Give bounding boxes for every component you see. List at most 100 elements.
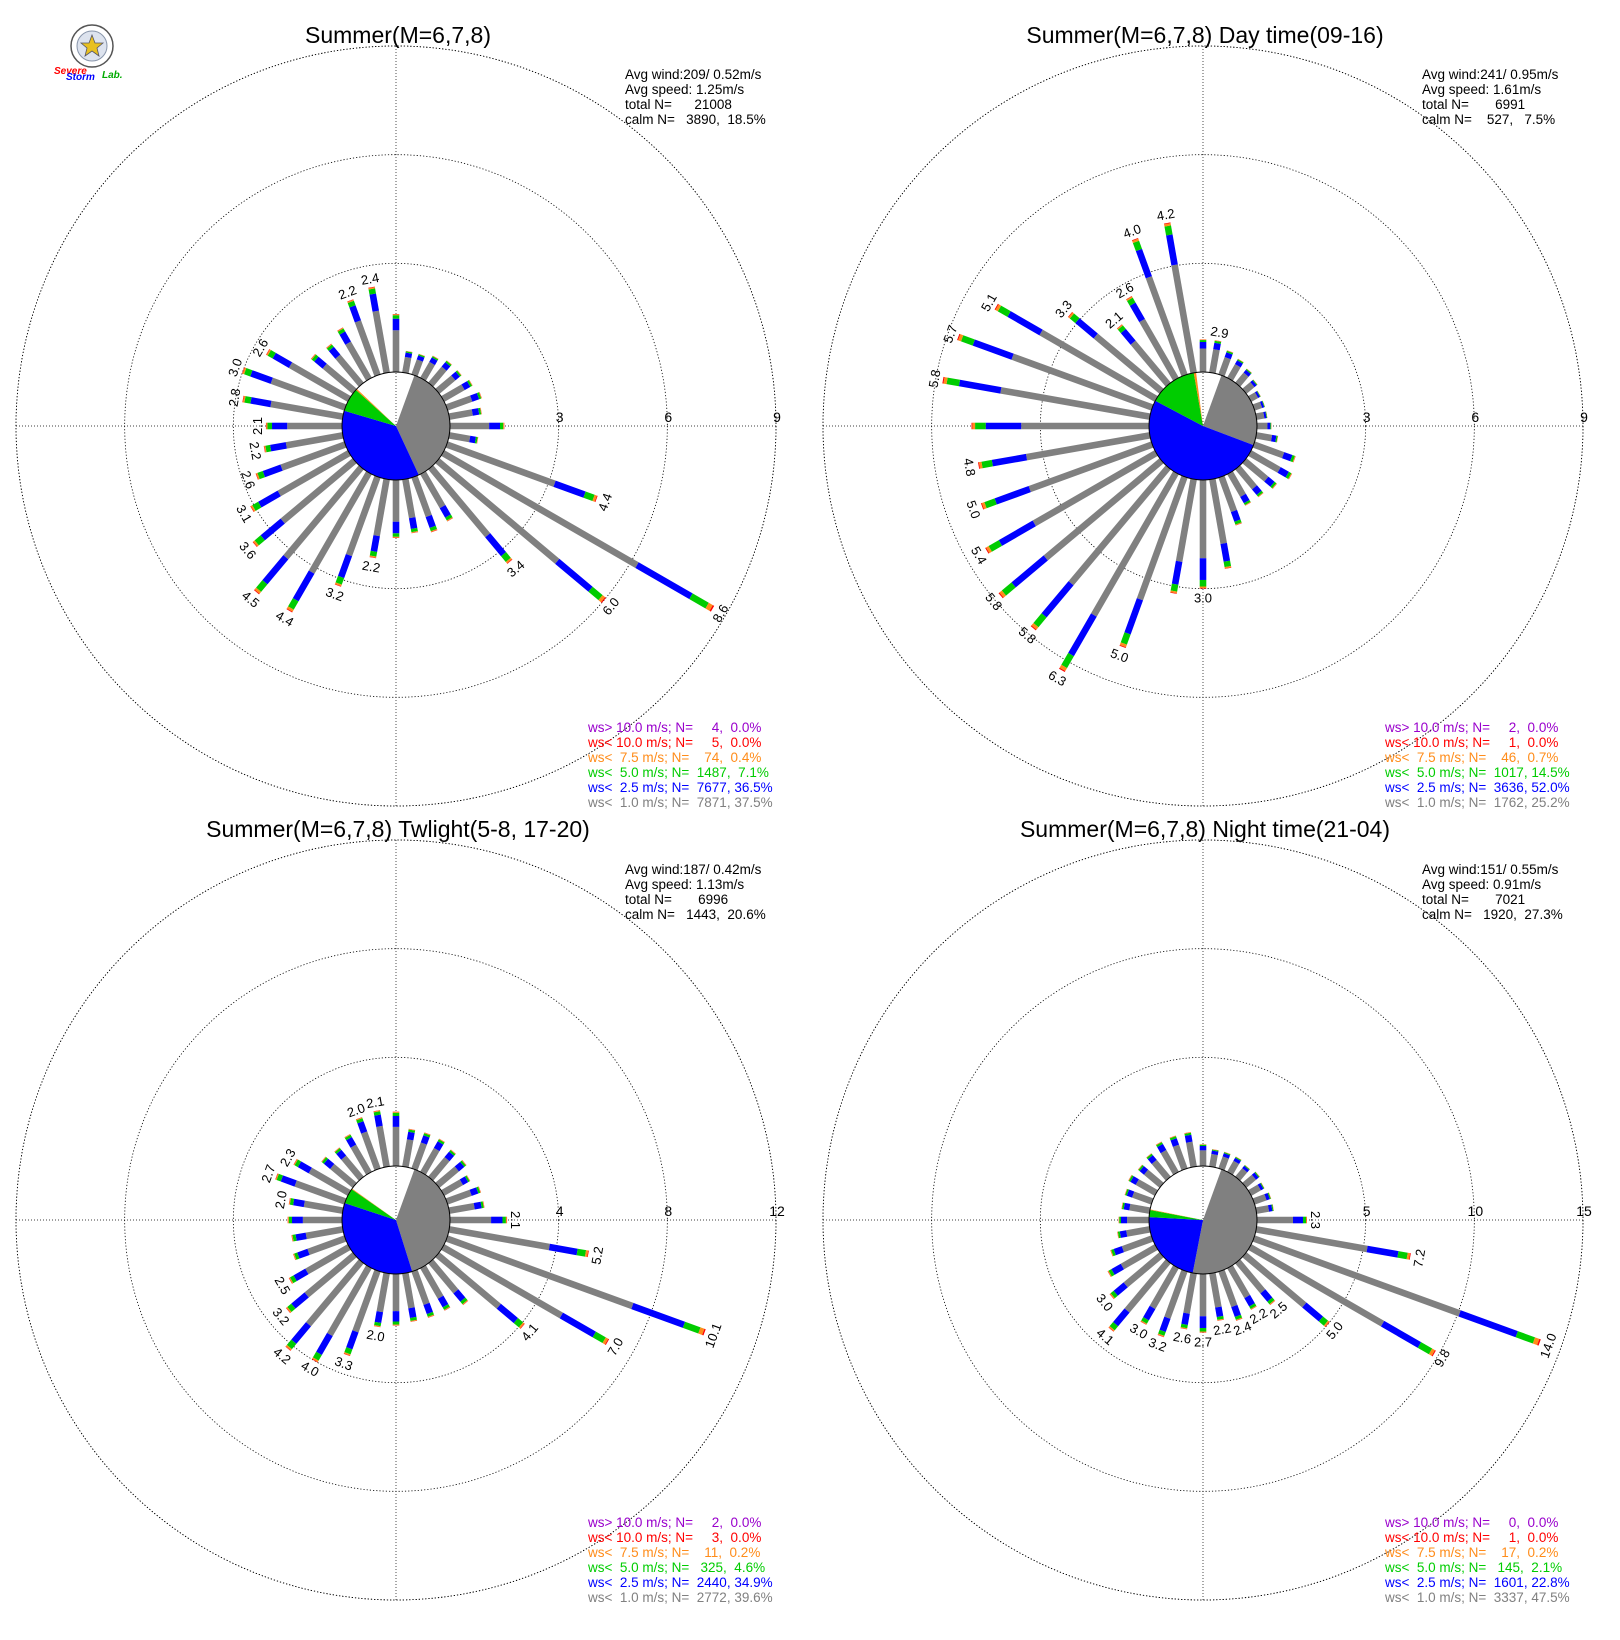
bar-label: 14.0 <box>1537 1331 1560 1360</box>
bar-segment <box>1117 324 1123 330</box>
bar-segment <box>280 1175 297 1187</box>
bar-segment <box>1126 1189 1135 1198</box>
bar-segment <box>1260 1289 1273 1302</box>
bar-segment <box>1236 1318 1243 1321</box>
bar-segment <box>444 1307 451 1311</box>
bar-segment <box>1108 1269 1115 1277</box>
bar-segment <box>1248 1184 1261 1196</box>
bar-segment <box>1126 296 1133 301</box>
bar-segment <box>392 1274 400 1312</box>
bar-segment <box>477 437 479 444</box>
bar-segment <box>1125 1188 1129 1196</box>
bar-segment <box>280 441 347 471</box>
bar-segment <box>308 1167 351 1196</box>
bar-segment <box>1132 240 1143 252</box>
bar-segment <box>559 1312 596 1338</box>
bar-segment <box>485 533 507 557</box>
bar-segment <box>418 354 425 358</box>
bar-segment <box>1132 238 1140 243</box>
bar-segment <box>370 535 380 552</box>
calm-pie-slice <box>1193 372 1203 426</box>
bar-segment <box>291 1322 312 1344</box>
bar-segment <box>1059 664 1068 672</box>
bar-segment <box>1244 1294 1255 1307</box>
bar-segment <box>272 422 288 430</box>
bar-segment <box>1254 391 1261 398</box>
bar-segment <box>293 1198 305 1208</box>
bar-segment <box>456 370 462 376</box>
bar-segment <box>303 1200 344 1214</box>
bar-segment <box>1129 302 1145 323</box>
bar-segment <box>429 525 437 532</box>
bar-segment <box>424 1132 431 1136</box>
bar-segment <box>430 528 438 533</box>
bar-segment <box>252 501 262 511</box>
bar-segment <box>408 1128 416 1131</box>
ring-label: 6 <box>1471 409 1479 425</box>
bar-segment <box>374 1321 382 1327</box>
legend-entry: ws< 5.0 m/s; N= 1017, 14.5% <box>1384 765 1570 780</box>
bar-segment <box>1226 350 1234 354</box>
bar-segment <box>1183 1272 1197 1314</box>
chart-title: Summer(M=6,7,8) <box>305 22 491 48</box>
bar-segment <box>374 1311 384 1323</box>
ring-label: 3 <box>556 409 564 425</box>
bar-segment <box>460 1297 468 1305</box>
bar-segment <box>988 540 1003 552</box>
bar-segment <box>1257 422 1268 430</box>
bar-segment <box>471 408 480 416</box>
bar-segment <box>1245 368 1252 374</box>
bar-segment <box>297 1248 310 1259</box>
bar-segment <box>416 355 425 362</box>
legend-entry: ws< 5.0 m/s; N= 1487, 7.1% <box>587 765 769 780</box>
bar-segment <box>441 1244 563 1319</box>
bar-segment <box>441 384 465 402</box>
bar-segment <box>1235 372 1249 387</box>
bar-segment <box>598 595 606 603</box>
bar-segment <box>250 370 273 384</box>
bar-segment <box>277 450 351 497</box>
bar-segment <box>1143 1169 1164 1188</box>
bar-segment <box>1033 613 1047 628</box>
bar-segment <box>1271 434 1277 443</box>
bar-label: 3.0 <box>225 356 245 378</box>
bar-segment <box>446 360 452 365</box>
bar-segment <box>1184 1134 1193 1143</box>
bar-segment <box>1128 1174 1132 1181</box>
bar-label: 2.1 <box>365 1093 385 1111</box>
bar-segment <box>1218 1156 1229 1171</box>
bar-segment <box>553 480 586 498</box>
bar-segment <box>293 1253 296 1261</box>
bar-segment <box>462 1300 468 1305</box>
bar-segment <box>376 1125 390 1168</box>
stat-line: total N= 7021 <box>1422 892 1525 907</box>
bar-segment <box>1000 387 1151 420</box>
legend-entry: ws< 1.0 m/s; N= 2772, 39.6% <box>587 1590 773 1605</box>
bar-label: 2.2 <box>361 558 381 576</box>
bar-segment <box>420 471 446 509</box>
bar-segment <box>392 1324 400 1326</box>
bar-segment <box>1235 1168 1248 1181</box>
bar-segment <box>334 1147 340 1153</box>
bar-segment <box>1227 471 1246 498</box>
bar-segment <box>1126 1226 1151 1237</box>
bar-segment <box>1215 1306 1224 1318</box>
bar-segment <box>426 1311 434 1317</box>
legend-entry: ws> 10.0 m/s; N= 2, 0.0% <box>1384 720 1558 735</box>
legend-entry: ws> 10.0 m/s; N= 0, 0.0% <box>1384 1515 1558 1530</box>
bar-segment <box>972 339 1014 360</box>
bar-segment <box>1271 1204 1274 1212</box>
bar-segment <box>1120 632 1131 645</box>
bar-segment <box>244 368 253 377</box>
legend-entry: ws< 2.5 m/s; N= 1601, 22.8% <box>1384 1575 1570 1590</box>
bar-segment <box>1248 1244 1385 1327</box>
bar-segment <box>423 1302 433 1315</box>
bar-segment <box>373 1111 381 1116</box>
bar-segment <box>1256 390 1261 397</box>
bar-label: 2.0 <box>272 1190 290 1210</box>
bar-segment <box>1143 1305 1156 1321</box>
bar-segment <box>1244 1164 1251 1170</box>
bar-segment <box>347 299 354 302</box>
bar-segment <box>1302 1216 1306 1224</box>
bar-segment <box>435 375 456 394</box>
